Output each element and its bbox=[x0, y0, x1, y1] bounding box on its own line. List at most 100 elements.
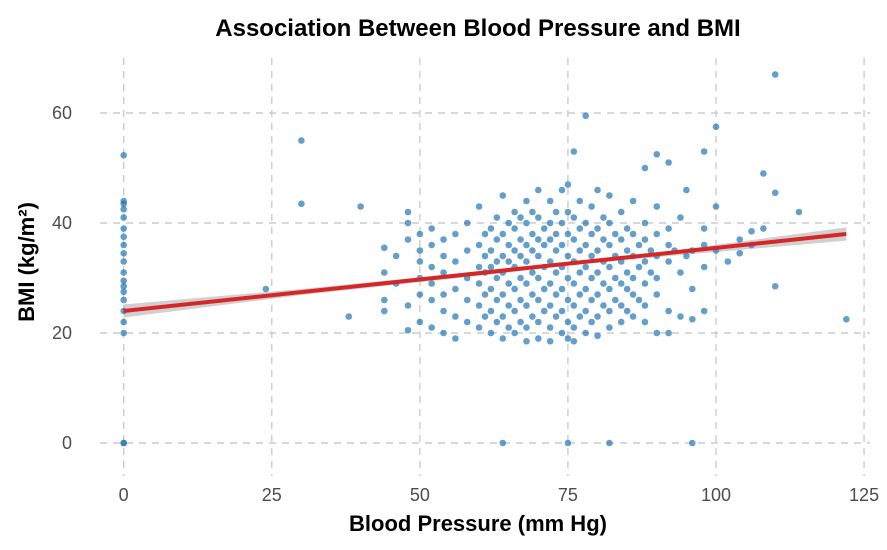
data-point bbox=[665, 329, 672, 337]
y-tick-label: 20 bbox=[52, 323, 72, 343]
x-tick-label: 125 bbox=[849, 485, 879, 505]
data-point bbox=[570, 214, 578, 221]
data-point bbox=[582, 329, 589, 337]
data-point bbox=[606, 307, 613, 315]
data-point bbox=[120, 214, 127, 221]
x-tick-label: 100 bbox=[701, 485, 731, 505]
data-point bbox=[635, 296, 643, 304]
data-point bbox=[712, 203, 720, 210]
data-point bbox=[771, 282, 779, 290]
data-point bbox=[481, 291, 489, 298]
data-point bbox=[404, 219, 412, 227]
data-point bbox=[612, 230, 619, 238]
data-point bbox=[653, 329, 661, 337]
data-point bbox=[487, 247, 495, 254]
data-point bbox=[558, 241, 566, 249]
data-point bbox=[689, 439, 696, 447]
data-point bbox=[452, 230, 459, 238]
data-point bbox=[629, 197, 637, 205]
data-point bbox=[600, 236, 607, 243]
data-point bbox=[564, 274, 572, 282]
data-point bbox=[475, 203, 483, 210]
x-axis-label: Blood Pressure (mm Hg) bbox=[349, 511, 607, 536]
data-point bbox=[582, 241, 589, 249]
data-point bbox=[641, 318, 649, 326]
data-point bbox=[748, 227, 755, 235]
data-point bbox=[600, 214, 607, 221]
data-point bbox=[120, 318, 127, 326]
data-point bbox=[588, 230, 595, 238]
data-point bbox=[653, 274, 661, 282]
x-axis-ticks: 0 25 50 75 100 125 bbox=[119, 485, 879, 505]
data-point bbox=[629, 274, 637, 282]
data-point bbox=[546, 280, 554, 287]
data-point bbox=[623, 307, 631, 315]
data-point bbox=[535, 335, 542, 342]
x-tick-label: 25 bbox=[262, 485, 282, 505]
data-points bbox=[120, 71, 850, 447]
data-point bbox=[535, 296, 542, 304]
data-point bbox=[641, 236, 649, 243]
data-point bbox=[582, 263, 589, 271]
x-tick-label: 50 bbox=[410, 485, 430, 505]
data-point bbox=[570, 236, 578, 243]
data-point bbox=[535, 186, 542, 194]
data-point bbox=[505, 302, 512, 309]
data-point bbox=[493, 274, 501, 282]
data-point bbox=[499, 291, 507, 298]
data-point bbox=[612, 274, 619, 282]
data-point bbox=[487, 263, 495, 271]
data-point bbox=[683, 186, 690, 194]
data-point bbox=[653, 230, 661, 238]
data-point bbox=[641, 258, 649, 265]
data-point bbox=[481, 313, 489, 320]
data-point bbox=[564, 335, 572, 342]
data-point bbox=[298, 200, 305, 208]
data-point bbox=[262, 285, 270, 293]
data-point bbox=[623, 285, 631, 293]
data-point bbox=[540, 307, 548, 315]
data-point bbox=[120, 329, 127, 337]
data-point bbox=[576, 225, 584, 232]
data-point bbox=[475, 324, 483, 331]
data-point bbox=[582, 112, 589, 120]
data-point bbox=[517, 236, 524, 243]
data-point bbox=[475, 280, 483, 287]
data-point bbox=[481, 252, 489, 260]
data-point bbox=[499, 335, 507, 342]
data-point bbox=[523, 258, 530, 265]
data-point bbox=[463, 247, 471, 254]
data-point bbox=[404, 236, 412, 243]
data-point bbox=[120, 288, 127, 296]
data-point bbox=[463, 296, 471, 304]
data-point bbox=[452, 258, 459, 265]
data-point bbox=[606, 439, 613, 447]
data-point bbox=[511, 307, 518, 315]
data-point bbox=[505, 258, 512, 265]
data-point bbox=[493, 236, 501, 243]
data-point bbox=[120, 152, 127, 159]
data-point bbox=[475, 302, 483, 309]
data-point bbox=[588, 203, 595, 210]
data-point bbox=[700, 263, 708, 271]
data-point bbox=[511, 285, 518, 293]
data-point bbox=[617, 280, 625, 287]
y-tick-label: 60 bbox=[52, 103, 72, 123]
data-point bbox=[647, 247, 655, 254]
data-point bbox=[499, 230, 507, 238]
trend-line bbox=[123, 232, 847, 313]
data-point bbox=[523, 219, 530, 227]
data-point bbox=[428, 225, 435, 232]
data-point bbox=[416, 247, 424, 254]
data-point bbox=[576, 247, 584, 254]
data-point bbox=[677, 313, 684, 320]
data-point bbox=[499, 252, 507, 260]
data-point bbox=[345, 313, 353, 320]
x-tick-label: 75 bbox=[558, 485, 578, 505]
data-point bbox=[505, 324, 512, 331]
data-point bbox=[487, 329, 495, 337]
data-point bbox=[558, 219, 566, 227]
data-point bbox=[120, 269, 127, 276]
data-point bbox=[552, 247, 560, 254]
